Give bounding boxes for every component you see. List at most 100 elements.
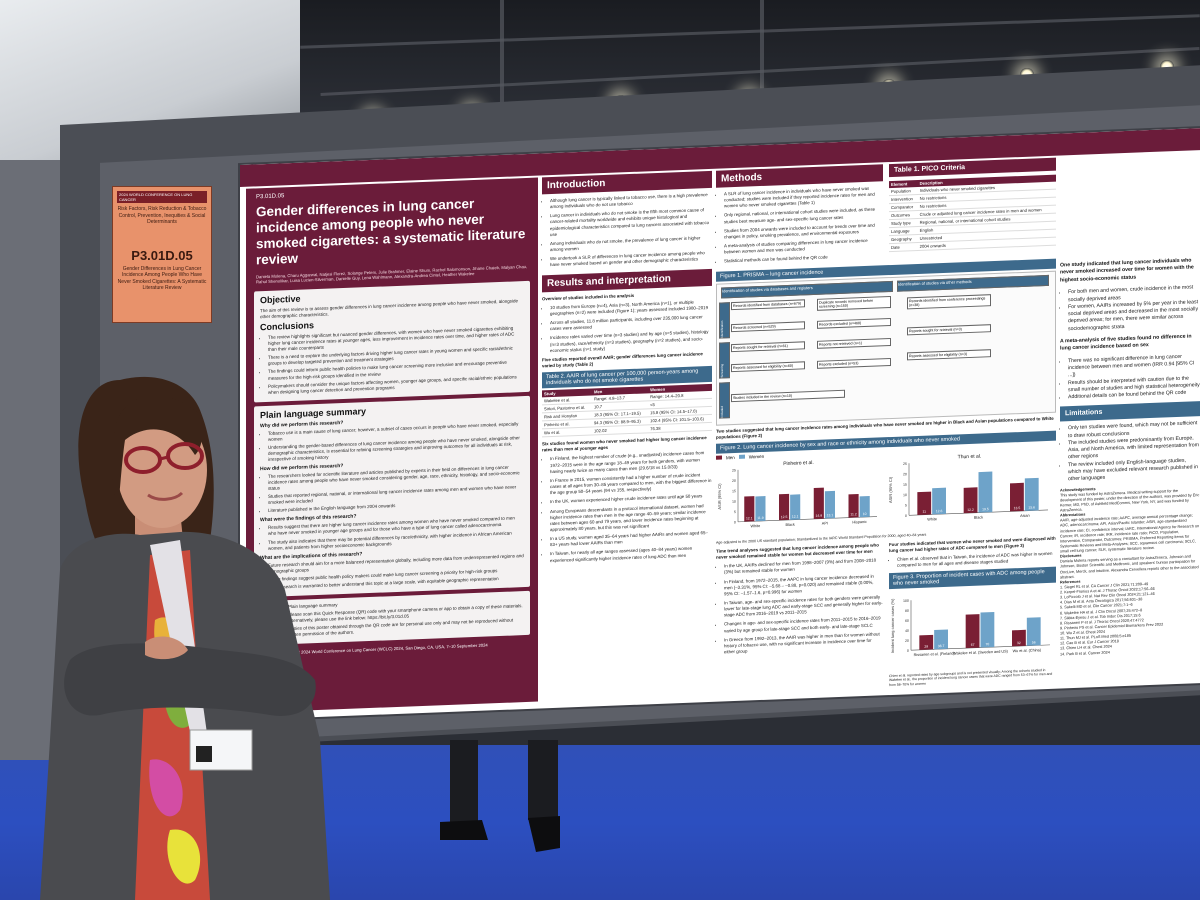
prisma-box: Studies included in the review (n=10) — [731, 389, 845, 403]
prisma-box: Reports excluded (n=53) — [817, 357, 891, 369]
y-tick-label: 0 — [734, 520, 736, 524]
bar-women — [824, 490, 835, 519]
y-tick-label: 0 — [907, 648, 909, 652]
bar-women — [859, 495, 870, 518]
prisma-box: Reports assessed for eligibility (n=60) — [731, 360, 805, 373]
bar-value-label: 32 — [1017, 641, 1021, 645]
bar-men — [1010, 482, 1024, 512]
adc-intro: Four studies indicated that women who ne… — [889, 535, 1056, 554]
y-tick-label: 40 — [905, 628, 909, 632]
time-item: In Taiwan, age- and sex-specific inciden… — [724, 594, 883, 619]
disc-text: Daniela Molena reports serving as a cons… — [1060, 554, 1199, 580]
references-list: 1. Siegel RL et al. CA Cancer J Clin 202… — [1060, 580, 1200, 657]
prisma-side-label: Included — [719, 381, 730, 419]
y-tick-label: 60 — [905, 618, 909, 622]
bar-women — [978, 471, 993, 513]
y-tick-label: 20 — [905, 638, 909, 642]
bar-women — [934, 628, 948, 649]
table2-cell: 76.38 — [648, 422, 712, 433]
disc-heading: Disclosures — [1060, 553, 1082, 559]
y-tick-label: 25 — [903, 462, 907, 466]
methods-heading: Methods — [716, 164, 883, 188]
overview-item: Incidence rates varied over time (n=3 st… — [550, 329, 712, 354]
legend-women-swatch — [738, 454, 745, 459]
abbr-heading: Abbreviations — [1060, 512, 1086, 518]
prisma-box: Reports assessed for eligibility (n=3) — [907, 348, 991, 361]
x-tick-label: Wu et al. (China) — [1013, 648, 1042, 653]
six-item: In Finland, the highest number of crude … — [550, 450, 712, 475]
poster-col-methods-figures: Methods A SLR of lung cancer incidence i… — [716, 157, 1056, 698]
legend-men-swatch — [716, 455, 722, 460]
y-tick-label: 5 — [734, 510, 736, 514]
figure2-charts: Pinheiro et al. ASIR (95% CI) 0 5 10 15 20 25 12… — [716, 447, 1056, 541]
y-tick-label: 15 — [903, 483, 907, 487]
bar-value-label: 13.1 — [827, 513, 834, 517]
time-item: In Greece from 1992–2013, the AAIR was h… — [724, 631, 883, 656]
ses-item: For women, AAIRs increased by 5% per yea… — [1068, 299, 1200, 333]
table2: Study Men Women Wakelee et al. Range: 4.8–1… — [542, 383, 712, 438]
six-item: Among Europeans descendants in a protoco… — [550, 502, 712, 533]
ceiling-beam — [500, 0, 504, 120]
x-tick-label: Asian — [1020, 514, 1029, 518]
methods-item: A SLR of lung cancer incidence in indivi… — [724, 185, 883, 210]
chart-pinheiro: Pinheiro et al. ASIR (95% CI) 0 5 10 15 20 25 12… — [716, 454, 881, 541]
bar-men — [1012, 629, 1026, 646]
presenter-woman — [40, 376, 330, 900]
y-axis-label: Incident lung cancer cases (%) — [890, 597, 895, 653]
bar-women — [932, 487, 946, 515]
y-tick-label: 100 — [903, 598, 909, 602]
bar-value-label: 13.5 — [1014, 506, 1021, 510]
bar-men — [779, 493, 790, 521]
prisma-box: Reports sought for retrieval (n=61) — [731, 340, 805, 353]
x-tick-label: White — [751, 524, 761, 528]
ceiling-beam — [760, 0, 764, 110]
bar-men — [965, 613, 980, 648]
x-tick-label: API — [822, 521, 828, 525]
session-sign: 2024 WORLD CONFERENCE ON LUNG CANCER Ris… — [112, 186, 212, 323]
prisma-box: Duplicate records removed before screeni… — [817, 295, 891, 312]
prisma-flowchart: Identification of studies via databases … — [716, 270, 1056, 426]
intro-item: Lung cancer in individuals who do not sm… — [550, 207, 712, 238]
table2-cell: Wu et al. — [542, 427, 592, 438]
prisma-side-label: Screening — [719, 341, 730, 379]
limitations-heading: Limitations — [1060, 400, 1200, 422]
ses-intro: One study indicated that lung cancer ind… — [1060, 257, 1194, 284]
y-tick-label: 80 — [905, 608, 909, 612]
bar-value-label: 12.5 — [781, 515, 788, 519]
bar-value-label: 56 — [1032, 640, 1036, 644]
bar-value-label: 11 — [922, 510, 926, 514]
y-tick-label: 10 — [903, 493, 907, 497]
prisma-box: Records identified from conference proce… — [907, 293, 991, 310]
overview-title: Overview of studies included in the anal… — [542, 292, 635, 301]
bar-value-label: 38.7 — [938, 643, 945, 647]
results-heading: Results and interpretation — [542, 268, 712, 292]
bar-men — [963, 487, 978, 514]
bar-value-label: 15.6 — [1028, 505, 1035, 509]
y-tick-label: 20 — [903, 472, 907, 476]
sign-title: Gender Differences in Lung Cancer Incide… — [117, 265, 207, 292]
x-tick-label: Wakelee et al. (Sweden and US) — [953, 649, 1009, 655]
bar-value-label: 12.6 — [936, 509, 943, 513]
abbr-text: AAIR, age-adjusted incidence rate; AAPC,… — [1060, 513, 1200, 554]
table2-cell: 102.02 — [591, 424, 649, 436]
table1: Element Description Population Individuals… — [889, 174, 1056, 252]
bar-value-label: 70 — [986, 642, 990, 646]
background-person-legs — [440, 740, 560, 852]
bar-women — [755, 495, 766, 522]
table1-cell: Date — [889, 242, 918, 252]
chart-adc-proportion: Incident lung cancer cases (%) 0 20 40 60 80 1… — [889, 584, 1054, 669]
prisma-box: Records excluded (n=468) — [817, 317, 891, 329]
y-tick-label: 0 — [905, 514, 907, 518]
bar-men — [917, 491, 932, 515]
y-tick-label: 5 — [905, 503, 907, 507]
sign-header: 2024 WORLD CONFERENCE ON LUNG CANCER — [117, 191, 207, 203]
six-studies-text: Six studies found women who never smoked… — [542, 435, 707, 453]
bar-men — [813, 487, 824, 519]
bar-value-label: 14.9 — [816, 514, 823, 518]
y-tick-label: 20 — [732, 479, 736, 483]
prisma-box: Reports not retrieved (n=1) — [817, 337, 891, 349]
bar-women — [1024, 477, 1039, 511]
x-tick-label: Black — [785, 523, 794, 527]
ack-text: This study was funded by AstraZeneca. Me… — [1060, 488, 1200, 513]
